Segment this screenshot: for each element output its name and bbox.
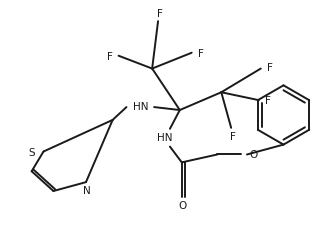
Text: HN: HN xyxy=(157,133,173,143)
Text: F: F xyxy=(267,63,273,72)
Text: N: N xyxy=(83,186,91,196)
Text: S: S xyxy=(28,148,35,157)
Text: O: O xyxy=(179,201,187,211)
Text: F: F xyxy=(107,52,113,62)
Text: F: F xyxy=(157,9,163,19)
Text: F: F xyxy=(197,49,203,59)
Text: O: O xyxy=(249,151,257,160)
Text: F: F xyxy=(230,132,236,142)
Text: HN: HN xyxy=(133,102,148,112)
Text: F: F xyxy=(265,96,271,106)
